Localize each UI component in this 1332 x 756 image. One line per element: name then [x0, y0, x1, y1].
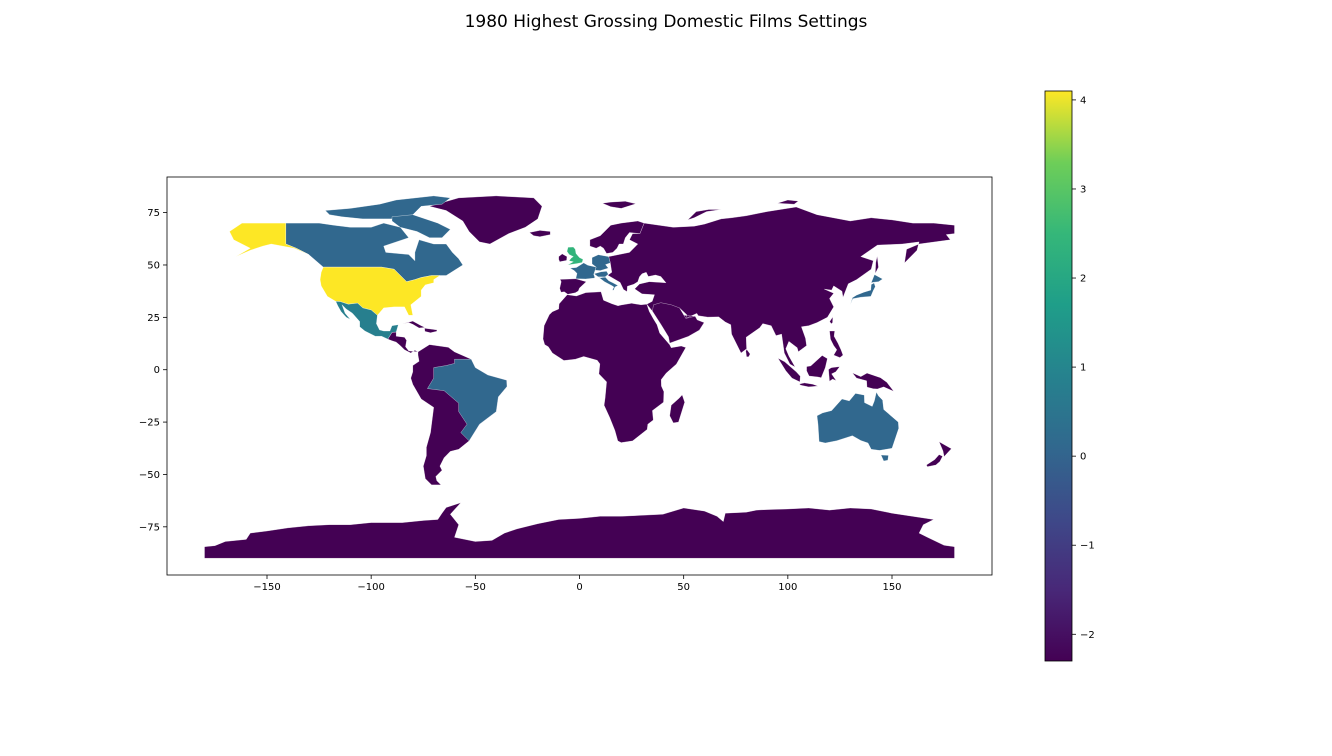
region-sulawesi [828, 366, 840, 382]
region-taiwan [829, 316, 833, 324]
region-java [799, 382, 819, 388]
region-philippines [829, 330, 844, 358]
region-antarctica [204, 502, 955, 559]
region-sumatra [777, 358, 801, 383]
region-nz-south [926, 454, 943, 467]
colorbar-tick-label: 1 [1080, 363, 1086, 374]
region-hispaniola [424, 328, 438, 333]
region-cuba [402, 320, 426, 329]
region-madagascar [669, 394, 685, 424]
y-tick-label: −75 [139, 522, 160, 533]
region-canadaislands [325, 195, 451, 220]
region-mexico [335, 301, 399, 340]
x-tick-label: −100 [357, 582, 384, 593]
region-scandinavia [589, 220, 645, 254]
region-italy [593, 271, 619, 291]
map-layer [204, 195, 955, 559]
y-axis: 75 50 25 0 −25 −50 −75 [139, 208, 167, 533]
region-baffin [391, 214, 451, 238]
x-axis: −150 −100 −50 0 50 100 150 [253, 575, 902, 593]
x-tick-label: 0 [576, 582, 582, 593]
region-france [569, 262, 597, 280]
region-borneo [806, 355, 828, 378]
colorbar-tick-label: 2 [1080, 274, 1086, 285]
region-sri-lanka [745, 349, 751, 358]
x-tick-label: −50 [465, 582, 486, 593]
colorbar: 4 3 2 1 0 −1 −2 [1044, 90, 1095, 662]
region-iberia [559, 278, 587, 295]
colorbar-gradient [1044, 90, 1073, 662]
region-svalbard [602, 201, 636, 209]
y-tick-label: −25 [139, 418, 160, 429]
region-japan [850, 282, 876, 305]
region-arabia [652, 302, 705, 344]
region-united-kingdom [566, 246, 584, 266]
region-centralamerica [387, 331, 419, 354]
y-tick-label: 25 [147, 313, 160, 324]
region-australia [816, 391, 899, 451]
chart-title: 1980 Highest Grossing Domestic Films Set… [464, 12, 868, 32]
y-tick-label: 75 [147, 208, 160, 219]
colorbar-tick-label: 4 [1080, 95, 1086, 106]
region-hokkaido [871, 274, 883, 283]
region-greenland [429, 195, 543, 245]
region-africa [542, 291, 686, 443]
region-brazil [427, 359, 508, 442]
x-tick-label: −150 [253, 582, 280, 593]
x-tick-label: 100 [778, 582, 797, 593]
region-novaya-zemlya [687, 209, 722, 221]
region-alaska [229, 222, 309, 257]
x-tick-label: 50 [677, 582, 690, 593]
region-iceland [529, 230, 551, 237]
colorbar-tick-label: −1 [1080, 541, 1095, 552]
region-tasmania [880, 454, 889, 462]
region-ireland [558, 253, 568, 262]
colorbar-tick-label: −2 [1080, 630, 1095, 641]
region-severnaya [777, 199, 799, 205]
y-tick-label: 50 [147, 260, 160, 271]
y-tick-label: −50 [139, 470, 160, 481]
region-new-guinea [852, 372, 894, 392]
colorbar-tick-label: 3 [1080, 184, 1086, 195]
x-tick-label: 150 [882, 582, 901, 593]
region-germany [591, 254, 611, 271]
region-nz-north [938, 441, 952, 457]
y-tick-label: 0 [154, 365, 160, 376]
colorbar-tick-label: 0 [1080, 452, 1086, 463]
region-sakhalin [875, 255, 879, 274]
